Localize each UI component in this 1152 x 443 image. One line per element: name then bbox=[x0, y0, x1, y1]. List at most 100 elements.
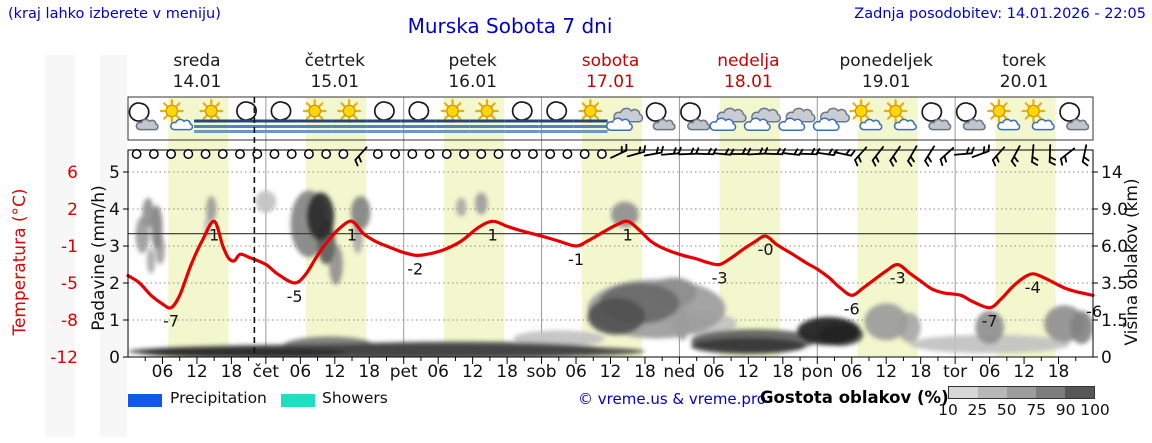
wind-barb-feather bbox=[854, 159, 859, 167]
wind-barb bbox=[354, 146, 368, 167]
temperature-value-label: 1 bbox=[209, 225, 219, 244]
x-tick-label: 18 bbox=[634, 362, 656, 382]
weather-icon-moon-cloud bbox=[680, 102, 711, 131]
temperature-value-label: -3 bbox=[890, 269, 906, 288]
wind-barb-feather bbox=[845, 148, 851, 156]
cloud-blob bbox=[675, 303, 690, 341]
precipitation-swatch bbox=[128, 394, 162, 407]
showers-swatch bbox=[281, 394, 315, 407]
precipitation-axis-label: Padavine (mm/h) bbox=[89, 185, 109, 331]
sun-ray bbox=[490, 102, 496, 108]
wind-barb-feather bbox=[892, 155, 898, 163]
wind-barb-feather bbox=[907, 160, 913, 167]
sun-ray bbox=[594, 102, 600, 108]
sun-ray bbox=[215, 102, 221, 108]
cloud-shape bbox=[709, 117, 737, 132]
cloud-shape bbox=[613, 107, 644, 123]
wind-barb-shaft bbox=[953, 152, 973, 156]
wind-calm-circle bbox=[217, 149, 228, 159]
temp-tick-label: 2 bbox=[67, 200, 78, 220]
cloud-shape bbox=[605, 117, 633, 132]
wind-barb-feather bbox=[909, 155, 915, 163]
precip-tick-label: 1 bbox=[109, 311, 120, 331]
wind-barb-feather bbox=[1013, 155, 1019, 163]
sun-ray bbox=[443, 102, 449, 108]
wind-barb bbox=[924, 145, 935, 167]
density-scale-segment bbox=[1007, 387, 1036, 398]
density-scale-tick-label: 10 bbox=[938, 401, 958, 419]
weather-icon-moon-cloud bbox=[128, 102, 159, 131]
sun-ray bbox=[478, 102, 484, 108]
weather-icon-cloud bbox=[605, 107, 644, 132]
x-tick-label: 12 bbox=[186, 362, 208, 382]
wind-barb-feather bbox=[926, 155, 932, 163]
wind-barb-feather bbox=[672, 147, 677, 155]
day-header-sobota: sobota 17.01 bbox=[542, 51, 680, 95]
x-tick-label: sob bbox=[527, 362, 557, 382]
wind-barb-shaft bbox=[610, 149, 628, 159]
wind-calm-circle bbox=[200, 149, 211, 159]
sun-ray bbox=[1024, 114, 1030, 120]
wind-barb bbox=[953, 146, 975, 156]
temperature-value-label: 1 bbox=[623, 225, 633, 244]
weather-icon-moon-fog bbox=[228, 101, 263, 133]
density-scale-tick-label: 100 bbox=[1080, 401, 1110, 419]
wind-barb-feather bbox=[810, 147, 816, 156]
wind-calm-circle bbox=[545, 149, 556, 159]
wind-barb-feather bbox=[1031, 155, 1039, 161]
cloud-shape bbox=[135, 118, 159, 131]
sun-ray bbox=[202, 114, 208, 120]
x-tick-label: 12 bbox=[600, 362, 622, 382]
x-tick-label: 12 bbox=[324, 362, 346, 382]
wind-calm-circle bbox=[493, 149, 504, 159]
copyright-link[interactable]: © vreme.us & vreme.pro bbox=[578, 390, 766, 408]
wind-calm-circle bbox=[303, 149, 314, 159]
wind-barb-shaft bbox=[678, 152, 697, 156]
wind-calm-circle bbox=[596, 149, 607, 159]
wind-calm-circle bbox=[579, 149, 590, 159]
sun-disc bbox=[854, 104, 868, 118]
wind-barb-feather bbox=[690, 147, 695, 155]
cloud-density-legend-label: Gostota oblakov (%) bbox=[760, 388, 949, 407]
temperature-value-label: -4 bbox=[1025, 278, 1041, 297]
day-name: torek bbox=[1002, 51, 1047, 71]
weather-icon-sun-fog bbox=[194, 99, 229, 133]
density-scale-tick-label: 50 bbox=[996, 401, 1017, 419]
wind-calm-circle bbox=[372, 149, 383, 159]
moon-crescent bbox=[373, 101, 395, 121]
day-header-ponedeljek: ponedeljek 19.01 bbox=[817, 51, 955, 95]
sun-ray bbox=[886, 114, 892, 120]
sun-disc bbox=[889, 104, 902, 118]
x-tick-label: 18 bbox=[221, 362, 243, 382]
day-date: 17.01 bbox=[586, 72, 635, 92]
cloud-blob bbox=[690, 337, 806, 355]
sun-ray bbox=[163, 114, 168, 120]
wind-barb-shaft bbox=[354, 146, 368, 161]
wind-barb bbox=[939, 147, 955, 166]
sun-ray bbox=[852, 114, 858, 120]
temperature-curve bbox=[126, 219, 1095, 310]
wind-barb-shaft bbox=[889, 145, 901, 162]
sun-ray bbox=[175, 102, 181, 108]
cloud-blob bbox=[142, 197, 154, 228]
wind-calm-circle bbox=[166, 149, 177, 159]
wind-barb-shaft bbox=[712, 152, 732, 156]
cloud-shape bbox=[997, 118, 1021, 131]
wind-barb-feather bbox=[764, 147, 769, 155]
weather-icon-moon-fog bbox=[263, 101, 298, 133]
temp-tick-label: -8 bbox=[61, 311, 78, 331]
day-name: nedelja bbox=[717, 51, 780, 71]
x-tick-label: 06 bbox=[841, 362, 863, 382]
cloud-shape bbox=[812, 117, 840, 132]
wind-barb bbox=[1031, 144, 1039, 166]
cloud-blob bbox=[146, 247, 155, 274]
day-header-sreda: sreda 14.01 bbox=[128, 51, 266, 95]
sun-ray bbox=[899, 102, 905, 108]
sun-disc bbox=[165, 104, 179, 118]
page-title: Murska Sobota 7 dni bbox=[407, 14, 613, 38]
moon-crescent bbox=[408, 101, 430, 121]
density-scale-segment bbox=[1036, 387, 1065, 398]
wind-barb-feather bbox=[939, 158, 944, 166]
moon-crescent bbox=[955, 102, 977, 122]
temp-tick-label: -12 bbox=[50, 348, 78, 368]
